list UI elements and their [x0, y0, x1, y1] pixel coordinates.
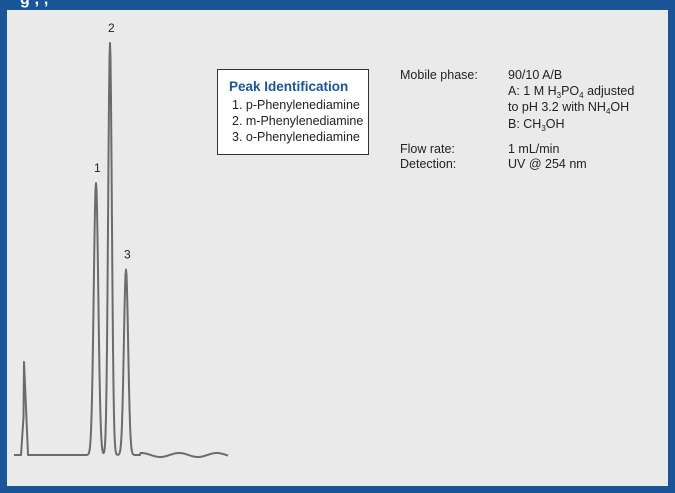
flow-rate-value: 1 mL/min — [508, 142, 560, 156]
legend-item-1: 1. p-Phenylenediamine — [232, 98, 360, 112]
peak-label-2: 2 — [108, 21, 115, 35]
mobile-phase-b: B: CH3OH — [508, 117, 565, 133]
mobile-phase-value: 90/10 A/B — [508, 68, 563, 82]
flow-rate-label: Flow rate: — [400, 142, 455, 156]
mobile-phase-label: Mobile phase: — [400, 68, 478, 82]
detection-label: Detection: — [400, 157, 457, 171]
chromatogram-trace — [13, 42, 229, 458]
legend-title: Peak Identification — [229, 79, 349, 94]
figure-header-bar: g , , — [0, 0, 675, 10]
legend-item-2: 2. m-Phenylenediamine — [232, 114, 364, 128]
figure-header-title: g , , — [20, 0, 49, 9]
peak-label-3: 3 — [124, 248, 131, 262]
mobile-phase-a-line1: A: 1 M H3PO4 adjusted — [508, 84, 635, 100]
legend-item-3: 3. o-Phenylenediamine — [232, 130, 360, 144]
peak-identification-legend: Peak Identification 1. p-Phenylenediamin… — [217, 69, 369, 155]
detection-value: UV @ 254 nm — [508, 157, 587, 171]
peak-label-1: 1 — [94, 161, 101, 175]
mobile-phase-a-line2: to pH 3.2 with NH4OH — [508, 100, 630, 116]
